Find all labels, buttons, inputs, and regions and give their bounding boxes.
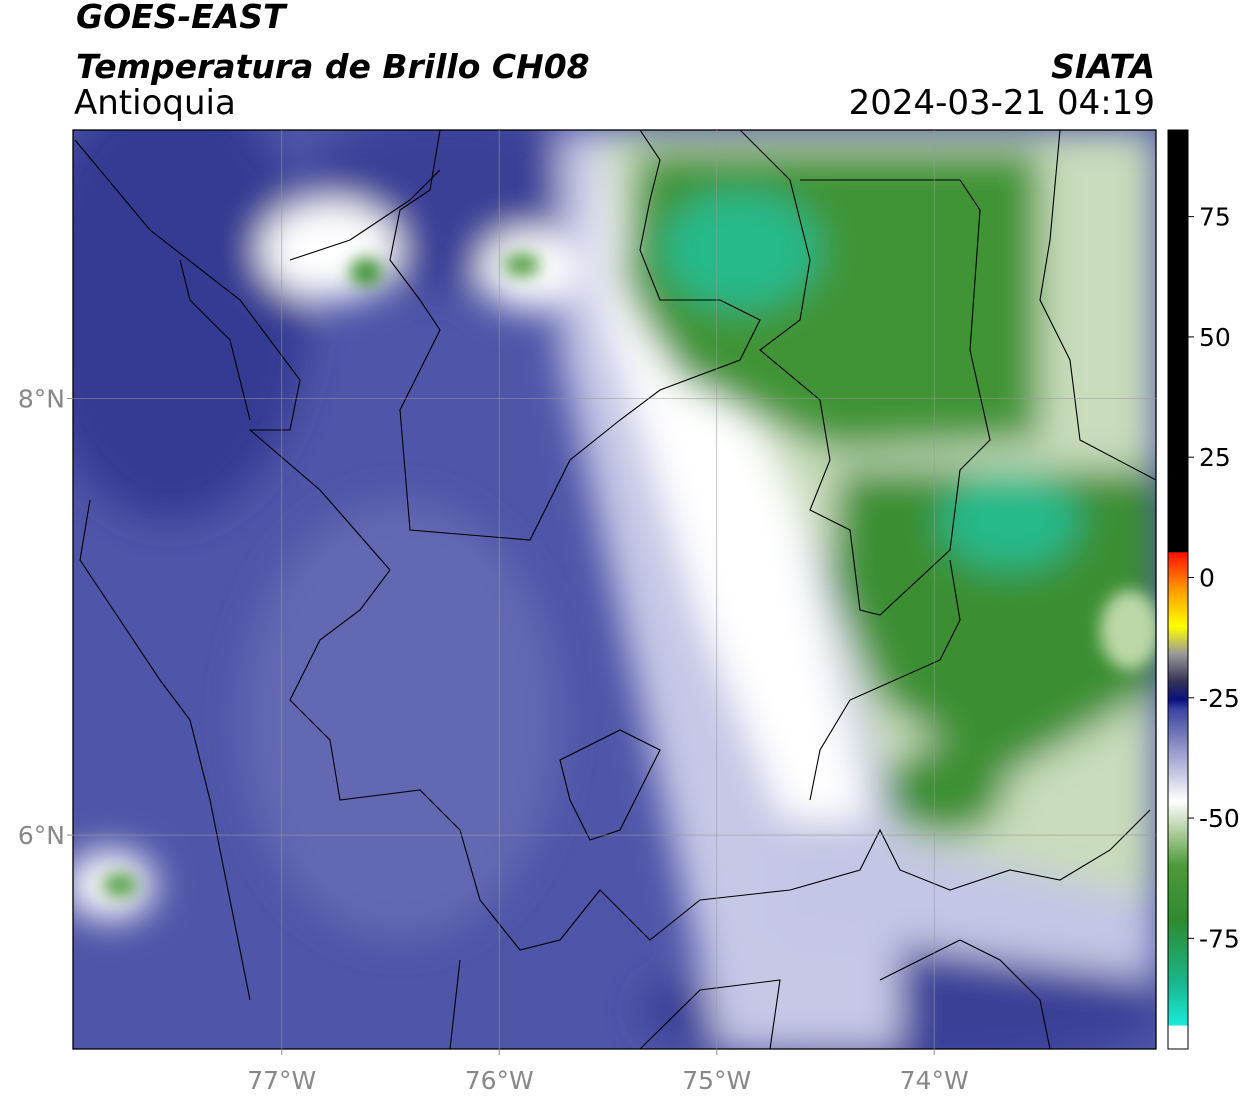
colorbar bbox=[1167, 129, 1189, 1050]
title: GOES-EAST bbox=[76, 0, 288, 36]
colorbar-tick-label: -75 bbox=[1199, 924, 1240, 953]
map-frame bbox=[72, 129, 1157, 1050]
x-tick-label: 76°W bbox=[465, 1066, 534, 1095]
colorbar-tick-label: 25 bbox=[1199, 443, 1231, 472]
timestamp: 2024-03-21 04:19 bbox=[849, 83, 1155, 123]
colorbar-tick-label: -50 bbox=[1199, 804, 1240, 833]
colorbar-tick-label: 50 bbox=[1199, 323, 1231, 352]
satellite-image bbox=[73, 130, 1156, 1049]
source: SIATA bbox=[1051, 47, 1155, 86]
x-tick-label: 74°W bbox=[900, 1066, 969, 1095]
subtitle: Temperatura de Brillo CH08 bbox=[76, 47, 590, 86]
x-tick-label: 77°W bbox=[247, 1066, 316, 1095]
y-tick-label: 6°N bbox=[18, 821, 65, 850]
x-tick-label: 75°W bbox=[682, 1066, 751, 1095]
region: Antioquia bbox=[74, 83, 236, 123]
colorbar-tick-label: -25 bbox=[1199, 684, 1240, 713]
colorbar-tick-label: 75 bbox=[1199, 203, 1231, 232]
colorbar-tick-label: 0 bbox=[1199, 563, 1215, 592]
y-tick-label: 8°N bbox=[18, 384, 65, 413]
borders bbox=[74, 130, 1156, 1049]
